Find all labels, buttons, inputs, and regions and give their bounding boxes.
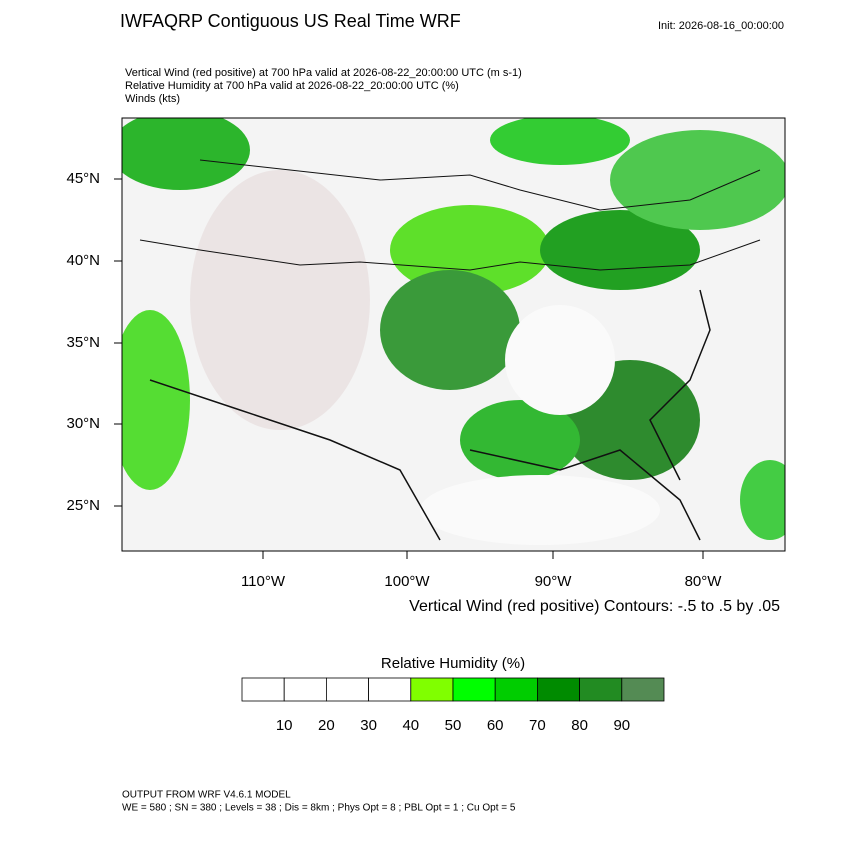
- map: [121, 117, 786, 552]
- colorbar-box: [452, 677, 496, 702]
- map-frame: [121, 117, 786, 552]
- colorbar-label: 60: [487, 717, 504, 734]
- colorbar-box: [579, 677, 623, 702]
- map-axes: 45°N 40°N 35°N 30°N 25°N 110°W 100°W 90°W 80°W: [66, 170, 722, 590]
- colorbar-label: 10: [276, 717, 293, 734]
- map-field: [122, 118, 785, 551]
- lon-label: 80°W: [685, 573, 723, 590]
- colorbar-label: 80: [571, 717, 588, 734]
- colorbar-box: [325, 677, 369, 702]
- description-line: Winds (kts): [125, 93, 180, 105]
- lat-label: 40°N: [66, 252, 100, 269]
- humidity-area: [122, 118, 250, 190]
- colorbar-label: 40: [402, 717, 419, 734]
- humidity-area: [490, 118, 630, 165]
- colorbar-box: [537, 677, 581, 702]
- humidity-area: [380, 270, 520, 390]
- colorbar-box: [410, 677, 454, 702]
- colorbar-box: [283, 677, 327, 702]
- dry-area: [420, 475, 660, 545]
- colorbar-box: [241, 677, 285, 702]
- contour-note: Vertical Wind (red positive) Contours: -…: [409, 598, 780, 615]
- coastline: [649, 289, 711, 481]
- colorbar-title: Relative Humidity (%): [381, 655, 525, 672]
- footer-line: OUTPUT FROM WRF V4.6.1 MODEL: [122, 790, 291, 801]
- dry-area: [505, 305, 615, 415]
- coastline: [149, 379, 701, 541]
- humidity-area: [122, 310, 190, 490]
- lon-label: 100°W: [384, 573, 430, 590]
- colorbar-label: 30: [360, 717, 377, 734]
- dry-area: [190, 170, 370, 430]
- colorbar-box: [368, 677, 412, 702]
- init-time: Init: 2026-08-16_00:00:00: [658, 20, 784, 32]
- humidity-area: [460, 400, 580, 480]
- title: IWFAQRP Contiguous US Real Time WRF: [120, 11, 461, 31]
- lat-label: 45°N: [66, 170, 100, 187]
- lat-label: 35°N: [66, 334, 100, 351]
- colorbar-label: 20: [318, 717, 335, 734]
- lon-label: 110°W: [241, 573, 286, 590]
- lat-label: 30°N: [66, 415, 100, 432]
- lon-label: 90°W: [535, 573, 573, 590]
- colorbar-box: [621, 677, 665, 702]
- humidity-area: [740, 460, 785, 540]
- footer-line: WE = 580 ; SN = 380 ; Levels = 38 ; Dis …: [122, 803, 516, 814]
- description-line: Relative Humidity at 700 hPa valid at 20…: [125, 80, 459, 92]
- humidity-area: [610, 130, 785, 230]
- boundary: [139, 239, 761, 271]
- humidity-area: [390, 205, 550, 295]
- colorbar: 10 20 30 40 50 60 70 80 90: [241, 677, 665, 734]
- colorbar-label: 70: [529, 717, 546, 734]
- colorbar-box: [494, 677, 538, 702]
- description-line: Vertical Wind (red positive) at 700 hPa …: [125, 67, 522, 79]
- colorbar-label: 90: [613, 717, 630, 734]
- humidity-area: [540, 210, 700, 290]
- colorbar-label: 50: [445, 717, 462, 734]
- lat-label: 25°N: [66, 497, 100, 514]
- boundary: [199, 159, 761, 211]
